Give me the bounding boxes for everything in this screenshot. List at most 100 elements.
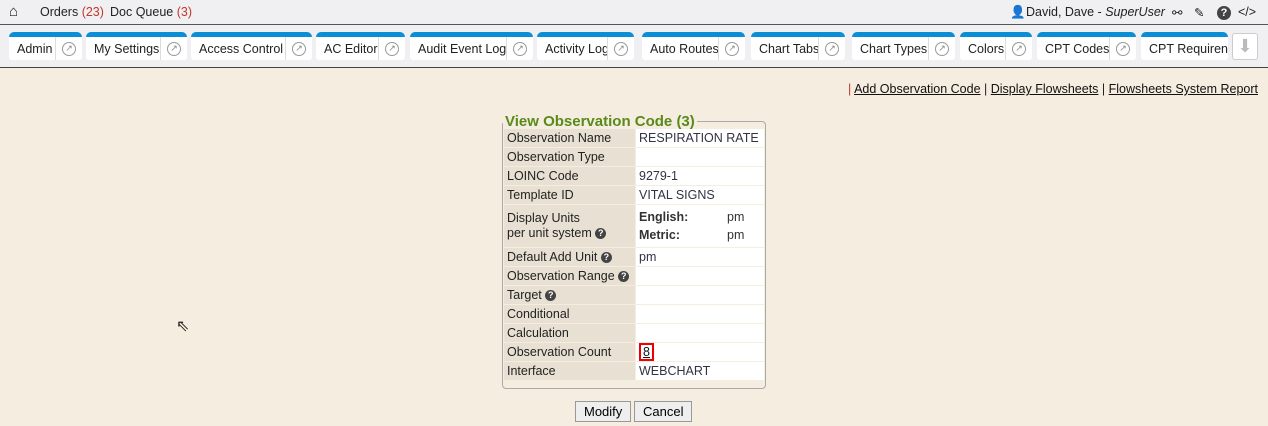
tab-chart-tabs[interactable]: Chart Tabs ↗ xyxy=(751,32,845,60)
tab-cpt-codes[interactable]: CPT Codes ↗ xyxy=(1037,32,1136,60)
field-label: Conditional xyxy=(504,305,635,323)
table-row: LOINC Code 9279-1 xyxy=(504,167,764,185)
field-label: Target ? xyxy=(504,286,635,304)
tab-my-settings[interactable]: My Settings ↗ xyxy=(86,32,187,60)
display-flowsheets-link[interactable]: Display Flowsheets xyxy=(990,82,1099,96)
open-external-icon[interactable]: ↗ xyxy=(1110,41,1136,56)
orders-count: (23) xyxy=(81,5,104,19)
tab-label: Audit Event Log xyxy=(410,37,507,60)
open-external-icon[interactable]: ↗ xyxy=(819,41,845,56)
table-row: Interface WEBCHART xyxy=(504,362,764,380)
cancel-button[interactable]: Cancel xyxy=(634,401,693,422)
scroll-tabs-down-button[interactable]: ⬇ xyxy=(1232,33,1258,60)
tab-label: Activity Log xyxy=(537,37,608,60)
open-external-icon[interactable]: ↗ xyxy=(286,41,312,56)
help-icon[interactable]: ? xyxy=(1217,5,1231,20)
tab-ac-editor[interactable]: AC Editor ↗ xyxy=(316,32,405,60)
table-row: Observation Range ? xyxy=(504,267,764,285)
open-external-icon[interactable]: ↗ xyxy=(608,41,634,56)
field-value: 8 xyxy=(636,343,764,361)
open-external-icon[interactable]: ↗ xyxy=(379,41,405,56)
user-icon: 👤 xyxy=(1010,5,1026,19)
tab-label: CPT Requiren xyxy=(1149,41,1228,56)
open-external-icon[interactable]: ↗ xyxy=(719,41,745,56)
tab-auto-routes[interactable]: Auto Routes ↗ xyxy=(642,32,745,60)
per-unit-system-label: per unit system xyxy=(507,226,592,240)
tab-activity-log[interactable]: Activity Log ↗ xyxy=(537,32,634,60)
orders-label: Orders xyxy=(40,5,79,19)
tab-label: Chart Types xyxy=(852,37,929,60)
user-role: SuperUser xyxy=(1105,5,1165,19)
tab-label: Admin xyxy=(9,37,56,60)
metric-label: Metric: xyxy=(639,228,680,242)
user-menu[interactable]: David, Dave - SuperUser xyxy=(1026,5,1165,19)
field-value xyxy=(636,324,764,342)
tab-admin[interactable]: Admin ↗ xyxy=(9,32,82,60)
field-label: Observation Range ? xyxy=(504,267,635,285)
table-row: Default Add Unit ? pm xyxy=(504,248,764,266)
tab-cpt-requirements[interactable]: CPT Requiren xyxy=(1141,32,1228,60)
field-label: Display Units per unit system ? xyxy=(504,205,635,247)
field-label: Observation Count xyxy=(504,343,635,361)
add-observation-code-link[interactable]: Add Observation Code xyxy=(854,82,981,96)
field-label: Default Add Unit ? xyxy=(504,248,635,266)
field-label: LOINC Code xyxy=(504,167,635,185)
help-icon[interactable]: ? xyxy=(600,252,612,264)
tab-label: AC Editor xyxy=(316,37,379,60)
doc-queue-label: Doc Queue xyxy=(110,5,174,19)
table-row: Calculation xyxy=(504,324,764,342)
tab-bar: Admin ↗ My Settings ↗ Access Control ↗ AC E… xyxy=(0,25,1268,68)
help-icon[interactable]: ? xyxy=(595,228,607,240)
help-icon[interactable]: ? xyxy=(618,271,630,283)
code-icon[interactable]: </> xyxy=(1238,5,1257,19)
table-row: Observation Type xyxy=(504,148,764,166)
field-value xyxy=(636,286,764,304)
top-bar: ⌂ Orders (23) Doc Queue (3) 👤 David, Dav… xyxy=(0,0,1268,25)
orders-link[interactable]: Orders (23) xyxy=(40,5,104,19)
field-label: Calculation xyxy=(504,324,635,342)
field-value: English: pm Metric: pm xyxy=(636,205,764,247)
tab-chart-types[interactable]: Chart Types ↗ xyxy=(852,32,955,60)
label-text: Target xyxy=(507,288,542,302)
action-links: | Add Observation Code | Display Flowshe… xyxy=(848,82,1258,96)
table-row: Target ? xyxy=(504,286,764,304)
tab-label: Chart Tabs xyxy=(751,37,819,60)
open-external-icon[interactable]: ↗ xyxy=(507,41,533,56)
magic-wand-icon[interactable]: ✎ xyxy=(1194,6,1205,20)
table-row: Display Units per unit system ? English: p… xyxy=(504,205,764,247)
flowsheets-system-report-link[interactable]: Flowsheets System Report xyxy=(1108,82,1258,96)
open-external-icon[interactable]: ↗ xyxy=(161,41,187,56)
field-value xyxy=(636,305,764,323)
tab-audit-event-log[interactable]: Audit Event Log ↗ xyxy=(410,32,533,60)
open-external-icon[interactable]: ↗ xyxy=(929,41,955,56)
mouse-cursor-icon: ⇖ xyxy=(176,318,190,335)
link-icon[interactable]: ⚯ xyxy=(1172,6,1183,20)
tab-colors[interactable]: Colors ↗ xyxy=(960,32,1032,60)
field-value xyxy=(636,267,764,285)
panel-title: View Observation Code (3) xyxy=(505,113,695,130)
doc-queue-link[interactable]: Doc Queue (3) xyxy=(110,5,192,19)
tab-label: Access Control xyxy=(191,37,286,60)
home-icon[interactable]: ⌂ xyxy=(9,3,19,20)
tab-label: Auto Routes xyxy=(642,37,719,60)
field-value: RESPIRATION RATE xyxy=(636,129,764,147)
field-value: 9279-1 xyxy=(636,167,764,185)
tab-label: My Settings xyxy=(86,37,161,60)
help-icon[interactable]: ? xyxy=(545,290,557,302)
table-row: Observation Count 8 xyxy=(504,343,764,361)
english-value: pm xyxy=(727,210,745,224)
field-value: VITAL SIGNS xyxy=(636,186,764,204)
tab-access-control[interactable]: Access Control ↗ xyxy=(191,32,312,60)
field-label: Interface xyxy=(504,362,635,380)
table-row: Observation Name RESPIRATION RATE xyxy=(504,129,764,147)
observation-count-link[interactable]: 8 xyxy=(639,343,654,361)
user-name: David, Dave - xyxy=(1026,5,1106,19)
display-units-label: Display Units xyxy=(507,211,580,225)
observation-code-panel: View Observation Code (3) Observation Na… xyxy=(502,113,766,389)
open-external-icon[interactable]: ↗ xyxy=(1006,41,1032,56)
doc-queue-count: (3) xyxy=(176,5,192,19)
open-external-icon[interactable]: ↗ xyxy=(56,41,82,56)
tab-label: Colors xyxy=(960,37,1006,60)
modify-button[interactable]: Modify xyxy=(575,401,632,422)
field-label: Observation Type xyxy=(504,148,635,166)
